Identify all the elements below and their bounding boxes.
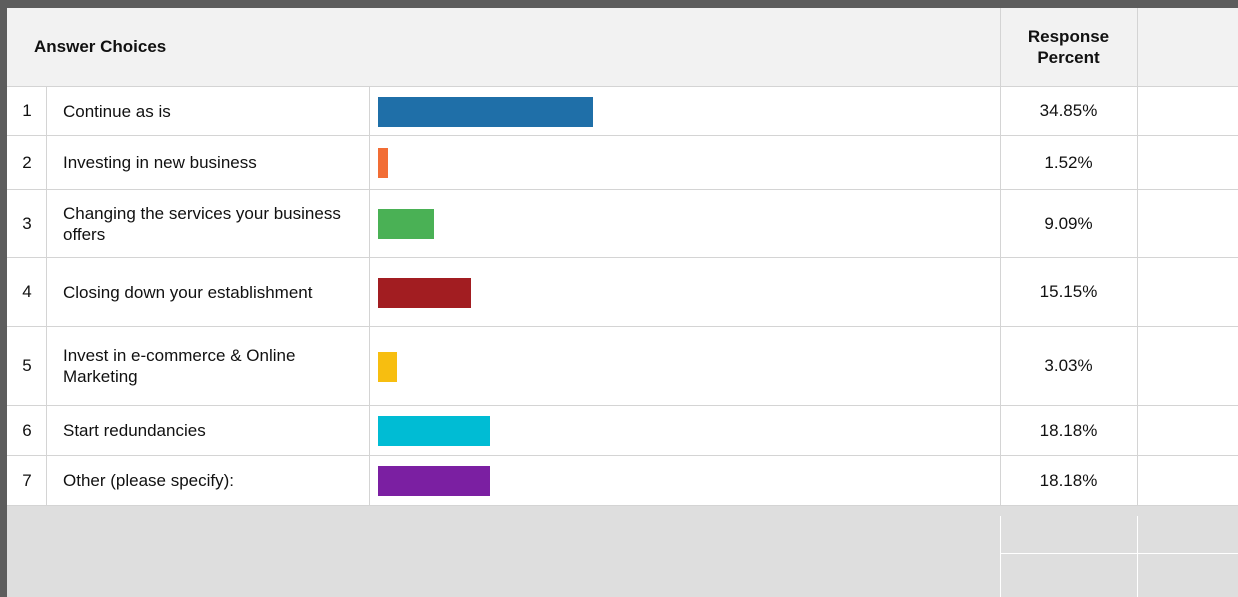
row-number: 1 (22, 101, 32, 120)
table-footer (7, 506, 1238, 597)
table-row: 5 Invest in e-commerce & Online Marketing… (7, 327, 1238, 406)
column-divider (46, 87, 47, 506)
answer-label: Closing down your establishment (63, 282, 313, 302)
table-row: 3 Changing the services your business off… (7, 190, 1238, 258)
column-divider (1000, 8, 1001, 506)
answer-label: Other (please specify): (63, 471, 235, 490)
row-number: 7 (22, 470, 32, 490)
response-percent-value: 3.03% (1044, 356, 1093, 375)
answer-label: Investing in new business (63, 153, 257, 172)
table-row: 2 Investing in new business 1.52% (7, 136, 1238, 190)
footer-cell (1000, 516, 1137, 597)
answer-label: Changing the services your business offe… (63, 203, 341, 244)
table-row: 6 Start redundancies 18.18% (7, 406, 1238, 456)
response-bar (378, 209, 434, 239)
row-number: 3 (22, 213, 32, 233)
response-bar (378, 148, 388, 178)
left-border (0, 0, 7, 597)
row-number: 2 (22, 152, 32, 172)
response-percent-value: 15.15% (1039, 282, 1098, 301)
column-divider (1137, 8, 1138, 506)
footer-divider (1000, 553, 1238, 554)
response-bar (378, 416, 490, 446)
answer-label: Invest in e-commerce & Online Marketing (63, 346, 296, 386)
top-bar (0, 0, 1238, 8)
response-percent-value: 18.18% (1039, 470, 1098, 490)
response-percent-value: 9.09% (1044, 213, 1093, 233)
table-header: Answer Choices Response Percent (7, 8, 1238, 87)
response-percent-value: 1.52% (1044, 152, 1093, 172)
table-row: 7 Other (please specify): 18.18% (7, 456, 1238, 506)
response-bar (378, 278, 471, 308)
row-number: 5 (22, 356, 32, 375)
answer-label: Start redundancies (63, 421, 206, 440)
footer-cell (1137, 516, 1238, 597)
table-row: 4 Closing down your establishment 15.15% (7, 258, 1238, 327)
table-row: 1 Continue as is 34.85% (7, 87, 1238, 136)
answer-choices-header: Answer Choices (34, 37, 167, 56)
column-divider (369, 87, 370, 506)
response-bar (378, 352, 397, 382)
row-number: 4 (22, 282, 32, 301)
response-bar (378, 97, 593, 127)
response-percent-header: Response Percent (1027, 27, 1110, 67)
answer-label: Continue as is (63, 101, 171, 121)
response-percent-value: 34.85% (1039, 101, 1098, 120)
response-bar (378, 466, 490, 496)
response-percent-value: 18.18% (1039, 420, 1098, 440)
row-number: 6 (22, 420, 32, 440)
